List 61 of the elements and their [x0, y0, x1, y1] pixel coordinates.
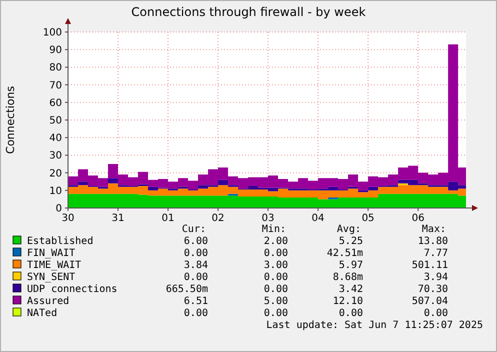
text: 5.00: [264, 296, 288, 307]
text: 0.00: [184, 272, 208, 283]
text: 6.00: [184, 236, 208, 247]
text: 3.00: [264, 260, 288, 271]
text: 0.00: [424, 308, 448, 319]
text: 665.50m: [166, 284, 208, 295]
text: 0.00: [264, 284, 288, 295]
text: 7.77: [424, 248, 448, 259]
x-tick-label: 06: [412, 213, 424, 224]
x-tick-label: 01: [162, 213, 174, 224]
text: 13.80: [418, 236, 448, 247]
chart-title: Connections through firewall - by week: [131, 5, 366, 19]
x-tick-label: 02: [212, 213, 224, 224]
x-tick-label: 04: [312, 213, 324, 224]
y-tick-label: 100: [42, 28, 62, 38]
text: 3.84: [184, 260, 208, 271]
x-tick-label: 31: [112, 213, 124, 224]
text: 501.11: [412, 260, 448, 271]
text: 5.25: [338, 236, 363, 247]
x-tick-label: 30: [62, 213, 74, 224]
legend-label: Established: [27, 236, 94, 247]
legend-label: Assured: [27, 296, 70, 307]
text: 42.51m: [326, 248, 363, 259]
legend-label: TIME_WAIT: [27, 260, 82, 271]
text: 507.04: [412, 296, 448, 307]
text: 0.00: [264, 272, 288, 283]
y-tick-label: 10: [49, 186, 62, 197]
text: 5.97: [338, 260, 363, 271]
text: 0.00: [264, 248, 288, 259]
y-tick-label: 90: [49, 45, 62, 56]
text: Cur:: [182, 224, 206, 235]
legend-label: FIN_WAIT: [27, 248, 76, 259]
text: 3.42: [338, 284, 363, 295]
text: 2.00: [264, 236, 288, 247]
text: 12.10: [332, 296, 363, 307]
x-tick-label: 03: [262, 213, 274, 224]
y-axis-title: Connections: [4, 86, 17, 154]
text: Max:: [422, 224, 446, 235]
text: 8.68m: [332, 272, 363, 283]
x-tick-label: 05: [362, 213, 374, 224]
y-tick-label: 40: [49, 133, 62, 144]
y-tick-label: 30: [49, 150, 62, 162]
text: Last update: Sat Jun 7 11:25:07 2025: [266, 320, 483, 331]
text: 6.51: [184, 296, 208, 307]
text: 3.94: [424, 272, 448, 283]
legend-label: SYN_SENT: [27, 272, 76, 283]
text: Min:: [262, 224, 286, 235]
y-tick-label: 20: [49, 168, 62, 180]
text: 0.00: [264, 308, 288, 319]
text: 0.00: [338, 308, 363, 319]
legend-label: NATed: [27, 308, 58, 319]
legend-label: UDP connections: [27, 284, 118, 295]
text: 0.00: [184, 248, 208, 259]
y-tick-label: 50: [49, 116, 62, 126]
y-tick-label: 80: [49, 62, 62, 74]
text: 70.30: [418, 284, 448, 295]
text: Avg:: [336, 224, 361, 235]
y-tick-label: 0: [56, 204, 62, 214]
y-tick-label: 60: [49, 98, 62, 109]
y-tick-label: 70: [49, 80, 62, 92]
text: 0.00: [184, 308, 208, 319]
